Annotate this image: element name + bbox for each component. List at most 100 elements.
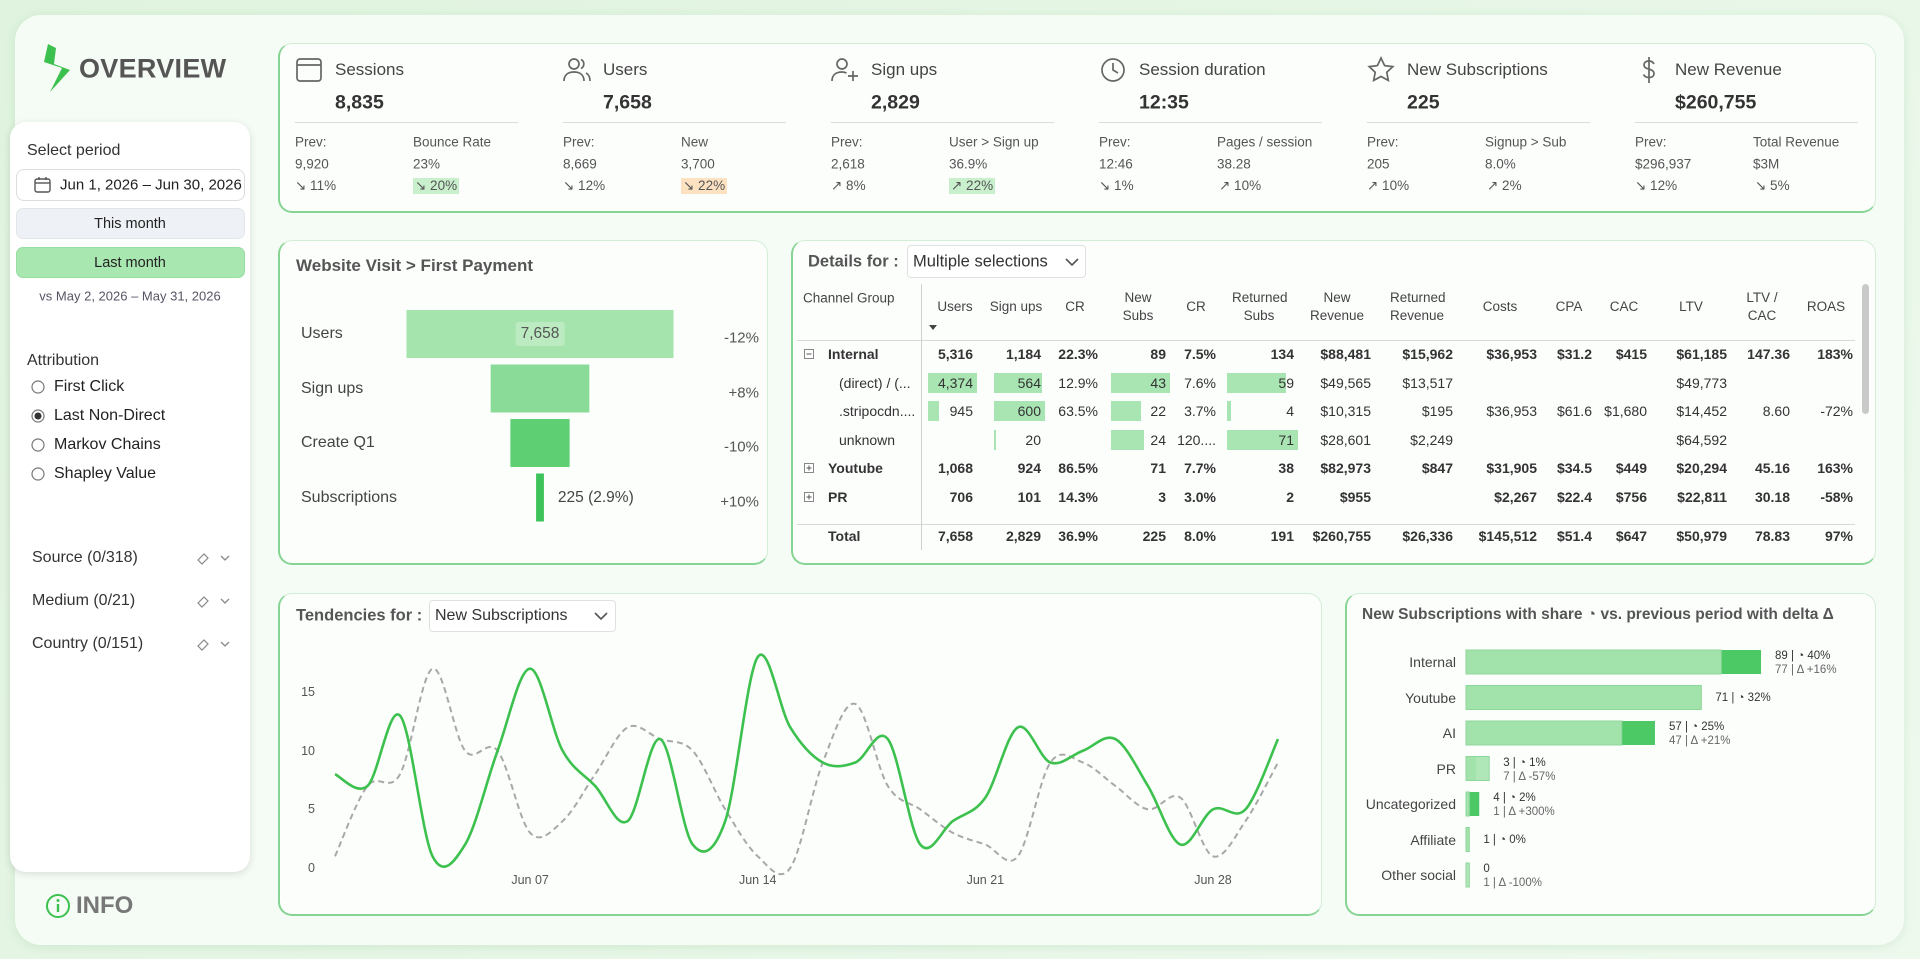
column-header[interactable]: CPA <box>1555 299 1583 314</box>
dropdown-value[interactable]: New Subscriptions <box>435 607 568 624</box>
column-header[interactable]: Returned Revenue <box>1390 290 1446 323</box>
funnel-label: Subscriptions <box>301 488 398 506</box>
attribution-option[interactable]: First Click <box>54 378 125 395</box>
row-label: Youtube <box>828 460 883 477</box>
trend-dropdown[interactable] <box>429 600 616 632</box>
kpi-title: Session duration <box>1139 60 1266 79</box>
previous-bar <box>1465 649 1722 675</box>
previous-value-label: 7 | Δ -57% <box>1503 770 1556 783</box>
funnel-label: Users <box>301 325 343 342</box>
radio[interactable] <box>31 438 45 452</box>
column-header[interactable]: CR <box>1186 299 1206 314</box>
period-button-label[interactable]: This month <box>94 215 166 232</box>
column-header[interactable]: New Subs <box>1122 290 1154 323</box>
kpi-panel <box>278 43 1876 213</box>
previous-bar <box>1465 720 1623 746</box>
table-cell: 71 <box>1150 460 1166 477</box>
kpi-metric-value: 3,700 <box>681 156 715 172</box>
filter-chevron[interactable] <box>220 641 230 647</box>
expand-toggle[interactable] <box>804 463 814 474</box>
table-cell: 4,374 <box>937 374 973 391</box>
filter-chevron[interactable] <box>220 598 230 604</box>
kpi-title: Users <box>603 60 648 79</box>
table-cell: $22,811 <box>1677 489 1727 505</box>
table-cell: 3 <box>1158 489 1166 505</box>
filter-label[interactable]: Country (0/151) <box>32 635 144 652</box>
table-cell: $145,512 <box>1478 528 1537 544</box>
kpi-divider <box>1099 122 1322 123</box>
table-cell: $647 <box>1615 528 1647 544</box>
kpi-prev-delta: ↘ 12% <box>563 178 606 193</box>
column-header[interactable]: Costs <box>1482 299 1518 314</box>
radio[interactable] <box>31 467 45 481</box>
table-cell: $1,680 <box>1604 403 1647 420</box>
table-cell: $260,755 <box>1312 528 1371 544</box>
table-cell: 7.7% <box>1184 460 1216 477</box>
y-category-label: Other social <box>1381 867 1456 883</box>
table-dropdown[interactable] <box>907 245 1086 278</box>
table-cell: $195 <box>1421 403 1453 420</box>
table-cell: 38 <box>1278 460 1294 477</box>
kpi-prev-delta: ↗ 8% <box>831 178 866 193</box>
expand-toggle[interactable] <box>804 492 814 502</box>
table-cell: 12.9% <box>1058 374 1098 391</box>
kpi-prev-value: 9,920 <box>295 156 329 172</box>
filter-label[interactable]: Medium (0/21) <box>32 592 136 609</box>
column-header[interactable]: New Revenue <box>1310 290 1365 323</box>
table-cell: $15,962 <box>1402 346 1453 362</box>
table-cell: $20,294 <box>1676 460 1727 477</box>
data-bar <box>928 401 939 422</box>
column-header[interactable]: LTV <box>1679 299 1703 314</box>
table-cell: 1,184 <box>1005 346 1041 362</box>
period-button[interactable] <box>16 247 245 278</box>
chevron-part <box>1065 258 1079 267</box>
column-header[interactable]: LTV / CAC <box>1746 290 1778 323</box>
info-link[interactable]: INFO <box>76 892 134 919</box>
kpi-metric-value: 23% <box>413 156 441 172</box>
period-button[interactable] <box>16 208 245 239</box>
trend-chart <box>334 653 1280 876</box>
radio[interactable] <box>31 380 45 394</box>
kpi-icon <box>1367 56 1395 82</box>
column-header[interactable]: Returned Subs <box>1232 290 1288 323</box>
table-cell: 36.9% <box>1058 528 1098 544</box>
attribution-option[interactable]: Last Non-Direct <box>54 407 166 424</box>
column-header[interactable]: ROAS <box>1806 299 1846 314</box>
column-header[interactable]: Users <box>937 299 973 314</box>
table-cell: $2,267 <box>1494 489 1537 505</box>
kpi-divider <box>563 122 786 123</box>
x-tick-label: Jun 28 <box>1194 873 1232 887</box>
details-panel <box>791 240 1876 565</box>
column-header[interactable]: CR <box>1065 299 1085 314</box>
kpi-prev-label: Prev: <box>563 134 595 150</box>
dropdown-value[interactable]: Multiple selections <box>913 252 1048 271</box>
period-button-label[interactable]: Last month <box>94 254 166 271</box>
table-cell: 7.6% <box>1184 374 1216 391</box>
previous-bar <box>1465 791 1470 817</box>
attribution-option[interactable]: Shapley Value <box>54 465 156 482</box>
table-cell: $26,336 <box>1402 528 1453 544</box>
eraser-icon[interactable] <box>196 594 210 608</box>
kpi-value: 8,835 <box>335 91 384 114</box>
column-header[interactable]: Sign ups <box>989 299 1043 314</box>
column-header[interactable]: CAC <box>1609 299 1639 314</box>
kpi-prev-delta: ↘ 1% <box>1099 178 1134 193</box>
radio[interactable] <box>31 409 45 423</box>
filter-label[interactable]: Source (0/318) <box>32 549 138 566</box>
table-cell: 924 <box>1017 460 1041 477</box>
kpi-icon <box>831 58 858 82</box>
kpi-metric-label: Pages / session <box>1217 134 1313 150</box>
y-tick-label: 0 <box>308 861 315 875</box>
eraser-icon[interactable] <box>196 551 210 565</box>
sort-indicator[interactable] <box>929 325 937 330</box>
eraser-icon[interactable] <box>196 637 210 651</box>
funnel-bar <box>406 310 674 358</box>
table-cell: $88,481 <box>1320 346 1371 362</box>
date-box[interactable] <box>16 169 245 201</box>
attribution-option[interactable]: Markov Chains <box>54 436 161 453</box>
table-cell: $61,185 <box>1676 346 1727 362</box>
filter-chevron-part <box>220 598 230 604</box>
filter-chevron[interactable] <box>220 555 230 561</box>
expand-toggle[interactable] <box>804 349 814 359</box>
kpi-divider <box>1367 122 1590 123</box>
